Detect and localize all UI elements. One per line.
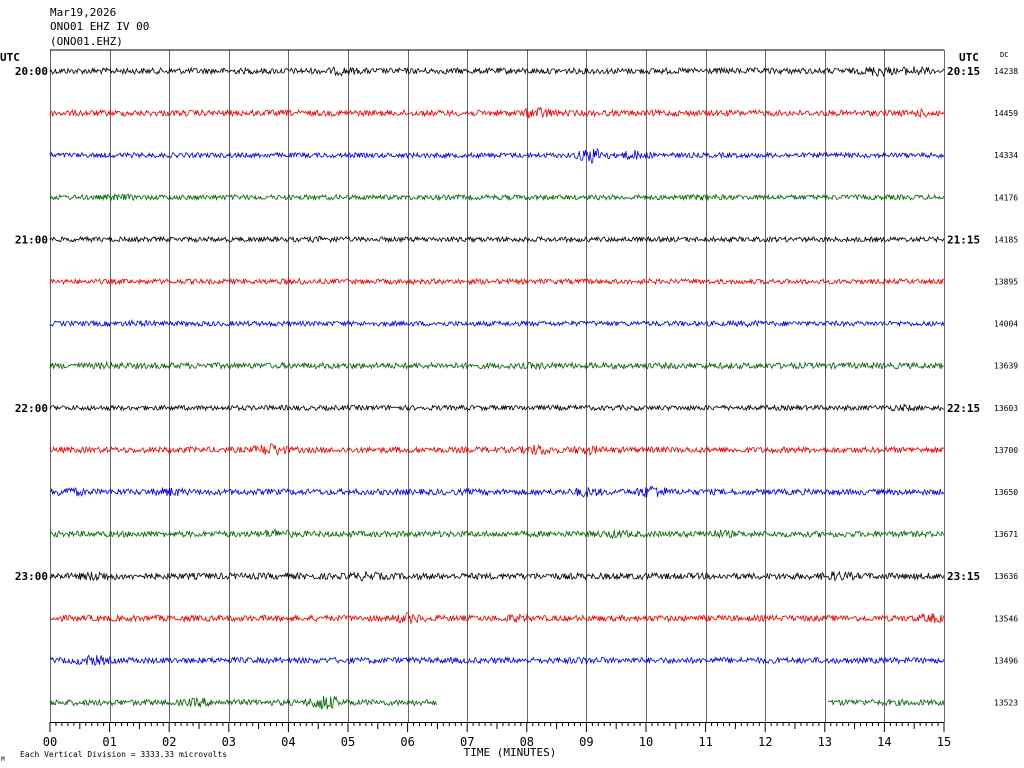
- x-tick-label: 08: [520, 735, 534, 749]
- trace-line: [49, 65, 945, 78]
- dc-value-label: 13496: [994, 656, 1018, 665]
- trace-line: [49, 485, 945, 498]
- dc-value-label: 14185: [994, 235, 1018, 244]
- trace-line: [49, 106, 945, 119]
- footer-mark: M: [1, 756, 5, 763]
- trace-line: [49, 612, 945, 624]
- dc-value-label: 14238: [994, 67, 1018, 76]
- dc-value-label: 14459: [994, 109, 1018, 118]
- header-station: ONO01 EHZ IV 00: [50, 20, 149, 33]
- traces: [49, 65, 945, 711]
- hour-label-left: 23:00: [15, 570, 48, 583]
- x-tick-label: 03: [222, 735, 236, 749]
- dc-value-label: 14004: [994, 320, 1018, 329]
- dc-value-label: 13650: [994, 488, 1018, 497]
- hour-label-left: 22:00: [15, 402, 48, 415]
- dc-label: DC: [1000, 51, 1008, 59]
- hour-label-left: 21:00: [15, 233, 48, 246]
- dc-value-label: 13639: [994, 362, 1018, 371]
- grid-lines: [50, 49, 945, 722]
- trace-line: [49, 570, 945, 582]
- trace-line: [49, 654, 945, 666]
- trace-line: [49, 277, 944, 286]
- trace-line: [49, 193, 945, 202]
- dc-value-label: 14334: [994, 151, 1018, 160]
- trace-line: [49, 528, 945, 540]
- header-code: (ONO01.EHZ): [50, 35, 123, 48]
- x-tick-label: 15: [937, 735, 951, 749]
- dc-value-label: 13603: [994, 404, 1018, 413]
- x-axis-title: TIME (MINUTES): [464, 746, 557, 759]
- dc-value-label: 13895: [994, 278, 1018, 287]
- trace-line: [49, 360, 944, 371]
- x-tick-label: 01: [102, 735, 116, 749]
- hour-label-right: 23:15: [947, 570, 980, 583]
- header-date: Mar19,2026: [50, 6, 116, 19]
- x-tick-label: 07: [460, 735, 474, 749]
- row-labels: 14238 14459 14334 14176 14185 13895 14004 13639…: [15, 65, 1018, 708]
- x-axis: 00 01 02 03 04 05 06 07 08 09 10 11 12 13 14 15: [43, 722, 951, 749]
- x-tick-label: 05: [341, 735, 355, 749]
- trace-line: [49, 319, 945, 329]
- trace-line: [827, 698, 945, 707]
- trace-line: [49, 148, 945, 164]
- dc-value-label: 14176: [994, 193, 1018, 202]
- x-tick-label: 04: [281, 735, 295, 749]
- footer-scale-note: Each Vertical Division = 3333.33 microvo…: [20, 750, 227, 759]
- hour-label-left: 20:00: [15, 65, 48, 78]
- dc-value-label: 13671: [994, 530, 1018, 539]
- dc-value-label: 13546: [994, 614, 1018, 623]
- x-tick-label: 10: [639, 735, 653, 749]
- x-tick-label: 02: [162, 735, 176, 749]
- x-tick-label: 12: [758, 735, 772, 749]
- utc-label-right: UTC: [959, 51, 979, 64]
- dc-value-label: 13636: [994, 572, 1018, 581]
- utc-label-left: UTC: [0, 51, 20, 64]
- x-tick-label: 09: [579, 735, 593, 749]
- hour-label-right: 22:15: [947, 402, 980, 415]
- trace-line: [49, 443, 944, 457]
- x-tick-label: 00: [43, 735, 57, 749]
- x-tick-label: 14: [877, 735, 891, 749]
- x-tick-label: 13: [818, 735, 832, 749]
- x-tick-label: 06: [400, 735, 414, 749]
- trace-line: [49, 695, 438, 711]
- x-tick-label: 11: [698, 735, 712, 749]
- hour-label-right: 20:15: [947, 65, 980, 78]
- dc-value-label: 13700: [994, 446, 1018, 455]
- hour-label-right: 21:15: [947, 233, 980, 246]
- dc-value-label: 13523: [994, 699, 1018, 708]
- trace-line: [49, 235, 945, 244]
- trace-line: [49, 402, 944, 413]
